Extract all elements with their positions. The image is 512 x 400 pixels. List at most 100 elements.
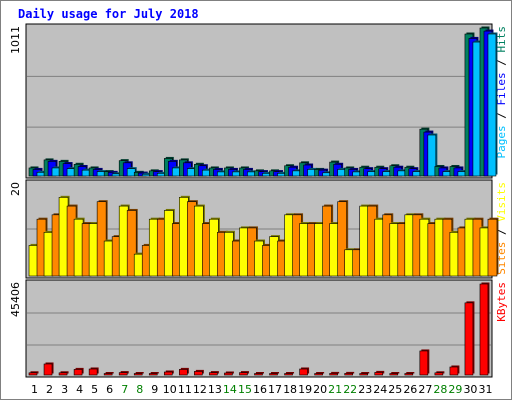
- bar: [179, 197, 189, 277]
- bar: [404, 214, 415, 277]
- day-label: 15: [238, 383, 252, 396]
- bar-shadow: [286, 372, 295, 374]
- bar-kbytes-day-8: [133, 372, 144, 376]
- day-label: 9: [151, 383, 158, 396]
- bar: [239, 227, 249, 277]
- bar: [427, 134, 437, 177]
- day-label: 19: [298, 383, 312, 396]
- bar-shadow: [113, 172, 122, 175]
- bar: [163, 371, 173, 376]
- bar: [58, 197, 69, 277]
- bar-kbytes-day-19: [299, 367, 310, 376]
- bar: [329, 373, 338, 376]
- max-value-label: 1011: [9, 26, 22, 54]
- series-legend: Pages / Files / Hits: [495, 26, 508, 159]
- max-value-label: 45406: [9, 282, 22, 317]
- day-label: 10: [163, 383, 177, 396]
- day-label: 30: [463, 383, 477, 396]
- bar-sites-day-21: [337, 200, 349, 277]
- bar: [284, 373, 293, 376]
- bar-kbytes-day-2: [43, 362, 54, 376]
- day-axis: 1 2 3 4 5 6 7 8 9 10 11 12 13 14 15 16 17 18 19 20 21 22 23 24 2…: [31, 383, 492, 396]
- bar: [344, 373, 353, 376]
- legend-entry: /: [495, 53, 508, 73]
- day-label: 29: [448, 383, 462, 396]
- bar-sites-day-5: [96, 200, 108, 277]
- bar-kbytes-day-14: [224, 371, 234, 376]
- day-label: 5: [91, 383, 98, 396]
- legend-entry: Pages: [495, 125, 508, 158]
- bar: [299, 223, 309, 277]
- bar-shadow: [391, 372, 400, 374]
- bar-shadow: [316, 372, 325, 374]
- bar: [284, 214, 294, 277]
- bar-kbytes-day-28: [434, 371, 445, 376]
- day-label: 28: [433, 383, 447, 396]
- day-label: 23: [358, 383, 372, 396]
- bar: [449, 232, 460, 277]
- bar: [487, 33, 497, 177]
- bar: [224, 232, 234, 277]
- day-label: 6: [106, 383, 113, 396]
- bar: [329, 223, 339, 277]
- bar-kbytes-day-23: [359, 372, 370, 376]
- bar: [337, 201, 347, 277]
- bar: [434, 372, 444, 376]
- bar: [419, 218, 430, 277]
- day-label: 22: [343, 383, 357, 396]
- day-label: 17: [268, 383, 282, 396]
- day-label: 12: [193, 383, 207, 396]
- bar-shadow: [143, 172, 152, 175]
- day-label: 1: [31, 383, 38, 396]
- bar: [269, 373, 278, 376]
- bar-kbytes-day-21: [329, 371, 340, 376]
- bar: [148, 373, 158, 376]
- bar: [359, 373, 369, 376]
- bar: [43, 232, 54, 277]
- day-label: 18: [283, 383, 297, 396]
- bar-shadow: [271, 372, 280, 374]
- bar: [239, 372, 248, 376]
- day-label: 20: [313, 383, 327, 396]
- legend-entry: Visits: [495, 182, 508, 222]
- bar-kbytes-day-25: [389, 372, 400, 376]
- bar: [73, 369, 83, 376]
- bar-kbytes-day-10: [163, 370, 174, 376]
- bar: [374, 372, 384, 376]
- bar-kbytes-day-5: [88, 367, 99, 376]
- bar: [209, 218, 219, 277]
- bar: [126, 210, 137, 277]
- bar: [103, 373, 113, 376]
- day-label: 4: [76, 383, 83, 396]
- bar: [374, 218, 385, 277]
- bar: [314, 223, 324, 277]
- bar: [118, 372, 128, 376]
- day-label: 11: [178, 383, 192, 396]
- bar: [118, 205, 129, 277]
- bar-kbytes-day-7: [118, 371, 129, 376]
- day-label: 3: [61, 383, 68, 396]
- bar-shadow: [406, 372, 415, 374]
- bar-shadow: [105, 372, 114, 374]
- bar: [269, 236, 279, 277]
- bar-kbytes-day-1: [28, 371, 39, 376]
- bar: [179, 369, 188, 376]
- bar-shadow: [255, 372, 264, 374]
- bar: [209, 372, 218, 376]
- bar: [194, 371, 203, 376]
- bar: [133, 373, 143, 376]
- bar-sites-day-7: [126, 208, 138, 277]
- bar: [464, 218, 475, 277]
- bar-kbytes-day-11: [179, 367, 189, 376]
- bar-kbytes-day-24: [374, 370, 385, 376]
- bar: [254, 240, 264, 277]
- bar-kbytes-day-18: [284, 372, 295, 376]
- bar-sites-day-31: [487, 217, 499, 277]
- legend-entry: Hits: [495, 26, 508, 53]
- bar: [464, 302, 474, 376]
- day-label: 7: [121, 383, 128, 396]
- day-label: 13: [208, 383, 222, 396]
- legend-entry: KBytes: [495, 282, 508, 322]
